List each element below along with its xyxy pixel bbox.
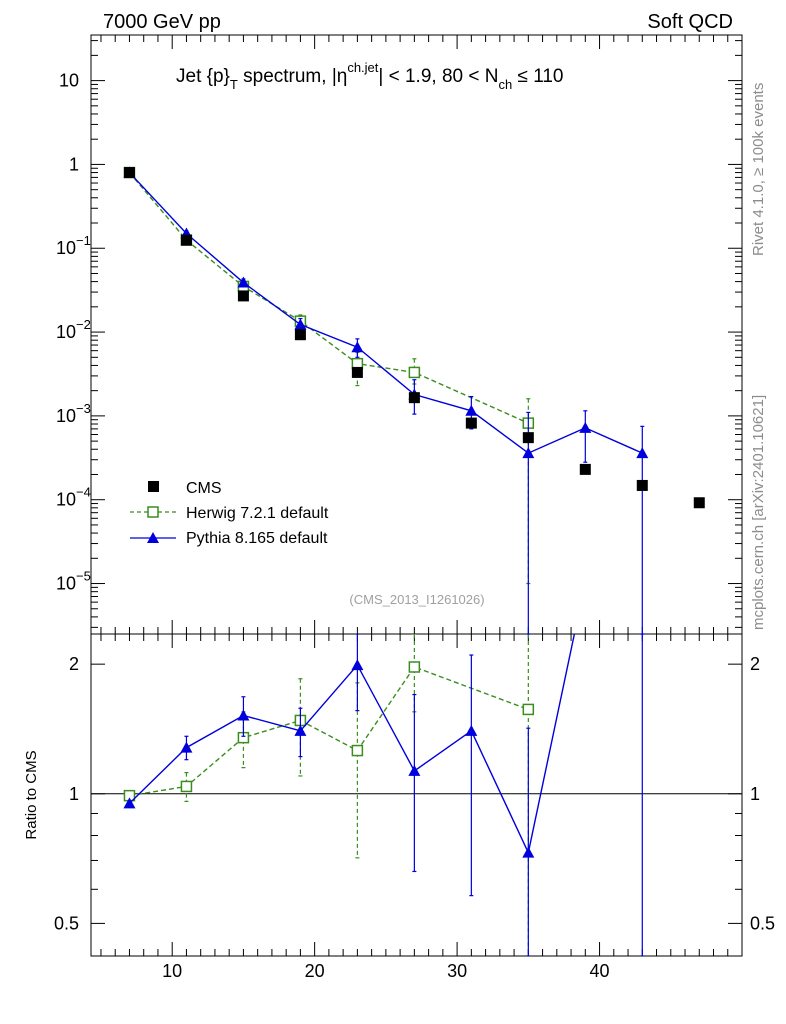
herwig-ratio-group bbox=[123, 634, 535, 956]
pythia-ratio-point bbox=[294, 724, 307, 736]
legend: CMS Herwig 7.2.1 default Pythia 8.165 de… bbox=[130, 480, 329, 547]
pythia-ratio-point bbox=[180, 741, 193, 753]
legend-pythia-marker bbox=[147, 532, 159, 543]
main-ytick-label: 10−1 bbox=[56, 233, 91, 258]
chart-title: Jet {p}T spectrum, |ηch.jet| < 1.9, 80 <… bbox=[176, 60, 564, 92]
legend-herwig-marker bbox=[147, 506, 159, 518]
cms-main-point bbox=[294, 329, 306, 341]
cms-main-point bbox=[237, 290, 249, 302]
pythia-main-point bbox=[522, 447, 535, 459]
cms-main-point bbox=[579, 463, 591, 475]
herwig-ratio-point bbox=[522, 703, 535, 716]
main-ytick-label: 10−2 bbox=[56, 317, 91, 342]
pythia-main-point bbox=[294, 318, 307, 330]
pythia-ratio-point bbox=[465, 724, 478, 736]
main-ytick-label: 1 bbox=[69, 154, 79, 174]
cms-main-point bbox=[351, 366, 363, 378]
pythia-ratio-line bbox=[128, 634, 576, 855]
cms-main-point bbox=[693, 497, 705, 509]
main-ytick-label: 10−4 bbox=[56, 485, 91, 510]
pythia-ratio-group bbox=[123, 634, 645, 956]
ratio-panel-frame bbox=[90, 633, 743, 957]
x-tick-label: 20 bbox=[305, 961, 325, 981]
pythia-ratio-point bbox=[237, 709, 250, 721]
pythia-main-line bbox=[128, 172, 643, 454]
main-ytick-label: 10−3 bbox=[56, 401, 91, 426]
legend-cms-marker bbox=[148, 481, 159, 492]
title-sub-t: T bbox=[230, 77, 238, 92]
pythia-ratio-point bbox=[351, 659, 364, 671]
ratio-ytick-label-right: 1 bbox=[750, 784, 760, 804]
cms-main-point bbox=[123, 167, 135, 179]
pythia-main-point bbox=[636, 447, 649, 459]
herwig-ratio-point bbox=[408, 661, 421, 673]
pythia-main-point bbox=[465, 404, 478, 416]
pythia-main-point bbox=[237, 276, 250, 288]
ratio-ytick-label-left: 2 bbox=[69, 654, 79, 674]
ratio-ylabel: Ratio to CMS bbox=[23, 750, 40, 839]
collision-label: 7000 GeV pp bbox=[103, 11, 221, 33]
analysis-id: (CMS_2013_I1261026) bbox=[349, 592, 484, 607]
ratio-ytick-label-left: 1 bbox=[69, 784, 79, 804]
ratio-ytick-label-left: 0.5 bbox=[54, 913, 79, 933]
herwig-main-line bbox=[128, 172, 529, 424]
pythia-ratio-point bbox=[522, 846, 535, 858]
ratio-ytick-label-right: 0.5 bbox=[750, 913, 775, 933]
legend-pythia-label: Pythia 8.165 default bbox=[186, 530, 328, 547]
x-tick-label: 30 bbox=[447, 961, 467, 981]
title-sub-ch: ch bbox=[498, 77, 512, 92]
cms-series bbox=[123, 167, 705, 509]
pythia-series bbox=[123, 166, 649, 956]
legend-herwig-label: Herwig 7.2.1 default bbox=[186, 505, 329, 522]
pythia-ratio-point bbox=[123, 797, 136, 809]
title-tail: | < 1.9, 80 < N bbox=[378, 66, 498, 87]
title-sup: ch.jet bbox=[347, 60, 378, 75]
herwig-ratio-point bbox=[180, 780, 193, 793]
x-tick-label: 10 bbox=[162, 961, 182, 981]
main-ytick-label: 10−5 bbox=[56, 569, 91, 594]
mcplots-label: mcplots.cern.ch [arXiv:2401.10621] bbox=[750, 395, 767, 630]
title-main: Jet {p} bbox=[176, 66, 230, 87]
herwig-series bbox=[123, 166, 535, 956]
title-end: ≤ 110 bbox=[512, 66, 563, 87]
cms-main-point bbox=[636, 479, 648, 491]
main-ytick-label: 10 bbox=[59, 71, 79, 91]
cms-main-point bbox=[522, 432, 534, 444]
pythia-main-point bbox=[579, 421, 592, 433]
cms-main-point bbox=[408, 392, 420, 404]
ratio-ytick-label-right: 2 bbox=[750, 654, 760, 674]
category-label: Soft QCD bbox=[647, 11, 733, 33]
herwig-ratio-point bbox=[351, 744, 364, 757]
herwig-main-point bbox=[408, 366, 421, 379]
legend-cms-label: CMS bbox=[186, 480, 222, 497]
cms-main-point bbox=[465, 417, 477, 429]
rivet-version-label: Rivet 4.1.0, ≥ 100k events bbox=[750, 83, 767, 256]
x-tick-label: 40 bbox=[590, 961, 610, 981]
cms-main-point bbox=[180, 234, 192, 246]
title-mid: spectrum, |η bbox=[238, 66, 347, 87]
pythia-main-point bbox=[351, 341, 364, 353]
pythia-ratio-point bbox=[408, 764, 421, 776]
